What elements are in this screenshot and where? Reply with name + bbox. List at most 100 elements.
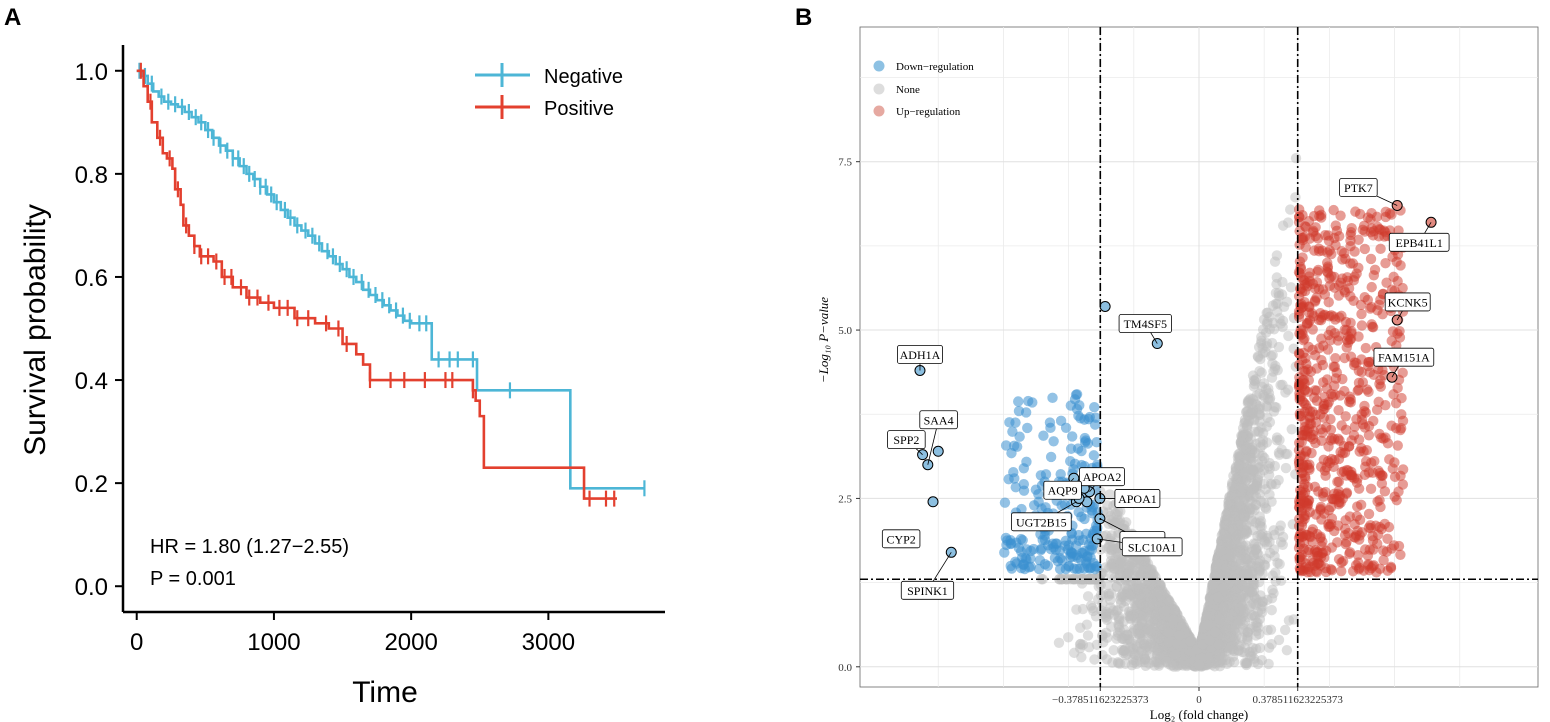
point-none — [1288, 614, 1299, 625]
point-none — [1232, 546, 1243, 557]
point-up — [1335, 210, 1346, 221]
point-down — [1075, 413, 1086, 424]
point-up — [1363, 430, 1375, 441]
gene-label-box — [881, 529, 921, 549]
point-down — [1088, 450, 1100, 461]
point-down — [1038, 430, 1049, 441]
point-down — [1065, 455, 1076, 467]
point-up — [1326, 310, 1337, 321]
point-up — [1300, 242, 1311, 253]
point-none — [1220, 509, 1232, 521]
point-none — [1268, 544, 1280, 555]
point-down — [1081, 551, 1093, 563]
point-up — [1317, 427, 1328, 438]
point-none — [1237, 432, 1248, 443]
point-none — [1277, 539, 1288, 550]
point-up — [1315, 314, 1327, 326]
point-up — [1317, 359, 1329, 371]
point-none — [1239, 462, 1250, 474]
point-none — [1286, 424, 1297, 435]
volcano-x-axis-title: Log₂ (fold change) — [1150, 707, 1248, 722]
point-down — [1047, 392, 1058, 404]
point-down — [1072, 443, 1084, 454]
point-none — [1285, 282, 1297, 293]
gene-label-fam151a: FAM151A — [1378, 351, 1430, 365]
point-none — [1262, 307, 1273, 318]
point-none — [1113, 621, 1125, 632]
point-up — [1365, 520, 1376, 531]
point-up — [1319, 230, 1331, 241]
point-none — [1247, 574, 1259, 586]
point-none — [1144, 576, 1155, 588]
point-none — [1227, 524, 1238, 535]
point-none — [1253, 426, 1265, 438]
point-up — [1297, 328, 1308, 340]
point-up — [1349, 357, 1360, 368]
point-none — [1144, 598, 1156, 609]
point-none — [1266, 372, 1278, 383]
point-up — [1304, 301, 1315, 313]
point-up — [1374, 378, 1385, 390]
point-none — [1233, 645, 1244, 656]
point-none — [1242, 418, 1254, 430]
point-up — [1293, 444, 1305, 456]
point-up — [1353, 483, 1365, 494]
point-up — [1297, 252, 1308, 263]
point-none — [1209, 626, 1221, 638]
point-up — [1352, 550, 1364, 561]
point-up — [1345, 394, 1356, 405]
point-up — [1353, 262, 1364, 274]
point-up — [1299, 378, 1310, 389]
point-none — [1246, 587, 1258, 598]
volcano-x-tick-label: 0 — [1196, 694, 1202, 706]
volcano-x-tick-label: −0.378511623225373 — [1052, 694, 1149, 706]
point-none — [1089, 654, 1100, 665]
point-up — [1320, 545, 1332, 556]
point-none — [1161, 656, 1172, 667]
point-up — [1332, 537, 1343, 548]
point-none — [1139, 652, 1151, 664]
point-none — [1133, 600, 1145, 611]
point-none — [1273, 290, 1285, 302]
point-up — [1294, 225, 1305, 237]
point-none — [1271, 435, 1282, 446]
point-none — [1071, 604, 1082, 615]
point-up — [1365, 214, 1376, 225]
legend-none-label: None — [896, 84, 920, 96]
point-none — [1269, 256, 1281, 267]
point-none — [1263, 642, 1275, 653]
point-none — [1077, 574, 1088, 585]
point-down — [1008, 440, 1020, 451]
point-up — [1354, 208, 1366, 220]
point-down — [1071, 403, 1083, 415]
point-down — [1084, 539, 1095, 550]
point-up — [1376, 478, 1388, 489]
point-up — [1371, 538, 1383, 549]
point-up — [1299, 471, 1311, 482]
point-up — [1397, 282, 1408, 294]
point-none — [1266, 604, 1277, 616]
km-x-tick-label: 3000 — [522, 629, 575, 656]
point-up — [1326, 271, 1337, 282]
km-chart: 0.0 0.2 0.4 0.6 0.8 1.0 0 1000 2000 3000 Time Sur… — [19, 45, 665, 709]
point-none — [1169, 605, 1181, 616]
point-none — [1108, 645, 1119, 656]
point-none — [1250, 373, 1262, 385]
point-down — [1065, 548, 1076, 560]
point-up — [1363, 508, 1375, 520]
point-none — [1262, 412, 1273, 423]
point-down — [1069, 563, 1080, 574]
point-up — [1361, 456, 1372, 467]
point-none — [1285, 204, 1296, 215]
point-up — [1389, 471, 1401, 483]
km-x-tick-label: 2000 — [384, 629, 437, 656]
point-up — [1330, 353, 1341, 364]
point-up — [1319, 391, 1330, 403]
gene-label-epb41l1: EPB41L1 — [1396, 236, 1443, 250]
point-none — [1097, 649, 1108, 661]
point-none — [1204, 634, 1216, 646]
point-up — [1372, 529, 1384, 540]
point-none — [1097, 630, 1108, 642]
point-down — [1023, 562, 1035, 573]
gene-label-box — [1011, 512, 1072, 532]
